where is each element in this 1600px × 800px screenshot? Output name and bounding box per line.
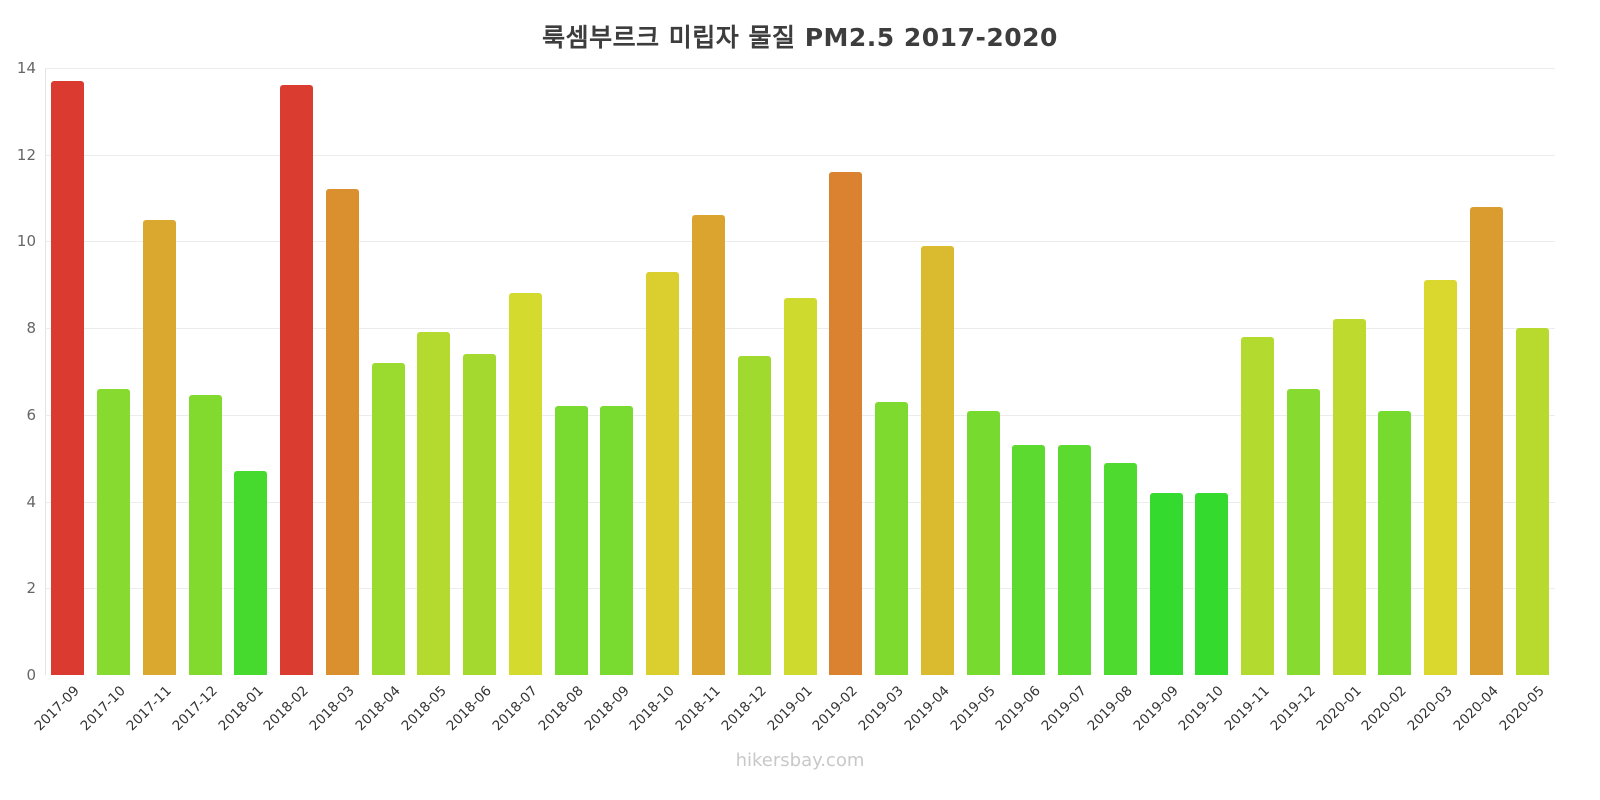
x-tick-label-2018-04: 2018-04 (352, 683, 404, 735)
bar-2018-10[interactable] (646, 271, 680, 675)
bar-2020-04[interactable] (1469, 206, 1503, 675)
chart-title: 룩셈부르크 미립자 물질 PM2.5 2017-2020 (542, 23, 1058, 52)
bar-2019-04[interactable] (920, 245, 954, 675)
bar-2019-12[interactable] (1286, 388, 1320, 675)
plot-area (45, 68, 1555, 675)
gridline-14 (45, 68, 1555, 69)
bar-2020-01[interactable] (1332, 319, 1366, 675)
x-tick-label-2017-09: 2017-09 (32, 683, 84, 735)
x-tick-label-2019-07: 2019-07 (1038, 683, 1090, 735)
bar-2018-01[interactable] (234, 471, 268, 675)
bar-2018-04[interactable] (371, 362, 405, 675)
x-tick-label-2020-04: 2020-04 (1450, 683, 1502, 735)
x-tick-label-2019-03: 2019-03 (855, 683, 907, 735)
bar-2020-05[interactable] (1515, 328, 1549, 675)
y-tick-label-10: 10 (16, 232, 36, 251)
bar-2018-12[interactable] (737, 356, 771, 675)
bar-2020-03[interactable] (1424, 280, 1458, 675)
bar-2019-05[interactable] (966, 410, 1000, 675)
x-tick-label-2020-05: 2020-05 (1496, 683, 1548, 735)
y-tick-label-2: 2 (26, 579, 36, 598)
x-tick-label-2019-11: 2019-11 (1221, 683, 1273, 735)
bar-2018-07[interactable] (508, 293, 542, 675)
y-tick-label-12: 12 (16, 145, 36, 164)
x-tick-label-2019-08: 2019-08 (1084, 683, 1136, 735)
bar-2019-07[interactable] (1058, 445, 1092, 675)
bar-2019-01[interactable] (783, 297, 817, 675)
bar-2018-05[interactable] (417, 332, 451, 675)
watermark-hikersbay: hikersbay.com (735, 750, 865, 771)
bar-2018-11[interactable] (691, 215, 725, 675)
x-tick-label-2018-07: 2018-07 (489, 683, 541, 735)
x-tick-label-2019-06: 2019-06 (992, 683, 1045, 735)
bar-2019-03[interactable] (875, 401, 908, 675)
x-tick-label-2018-11: 2018-11 (672, 683, 724, 735)
bar-2018-02[interactable] (280, 85, 314, 675)
x-tick-label-2018-12: 2018-12 (718, 683, 770, 735)
x-tick-label-2019-04: 2019-04 (901, 683, 953, 735)
bar-2018-03[interactable] (325, 189, 359, 675)
bar-2019-09[interactable] (1149, 492, 1183, 675)
bar-2017-09[interactable] (51, 81, 85, 675)
gridline-10 (45, 241, 1555, 243)
x-tick-label-2020-01: 2020-01 (1313, 683, 1365, 735)
bar-2017-11[interactable] (142, 219, 176, 675)
x-tick-label-2018-09: 2018-09 (581, 683, 633, 735)
bar-2018-06[interactable] (463, 354, 497, 675)
bar-2019-06[interactable] (1012, 445, 1046, 675)
x-tick-label-2020-03: 2020-03 (1404, 683, 1456, 735)
y-tick-label-6: 6 (26, 405, 36, 424)
x-tick-label-2020-02: 2020-02 (1358, 683, 1411, 735)
y-axis-line (45, 68, 46, 675)
y-tick-label-4: 4 (26, 492, 36, 511)
x-tick-label-2018-03: 2018-03 (306, 683, 358, 735)
bar-2017-10[interactable] (97, 388, 131, 675)
x-tick-label-2019-09: 2019-09 (1130, 683, 1182, 735)
x-tick-label-2018-08: 2018-08 (535, 683, 587, 735)
x-tick-label-2019-01: 2019-01 (764, 683, 816, 735)
x-tick-label-2018-06: 2018-06 (443, 683, 496, 735)
bar-2018-09[interactable] (600, 406, 634, 675)
x-tick-label-2019-10: 2019-10 (1175, 683, 1228, 735)
x-tick-label-2018-10: 2018-10 (626, 683, 679, 735)
bar-2019-10[interactable] (1195, 492, 1229, 675)
bar-2019-02[interactable] (829, 172, 863, 675)
y-tick-label-8: 8 (26, 319, 36, 338)
x-tick-label-2018-05: 2018-05 (398, 683, 450, 735)
x-tick-label-2018-02: 2018-02 (260, 683, 312, 735)
x-tick-label-2018-01: 2018-01 (215, 683, 267, 735)
bar-2017-12[interactable] (188, 395, 222, 675)
x-tick-label-2019-02: 2019-02 (809, 683, 862, 735)
x-tick-label-2019-12: 2019-12 (1267, 683, 1319, 735)
x-tick-label-2017-11: 2017-11 (123, 683, 175, 735)
bar-2019-11[interactable] (1241, 336, 1275, 675)
bar-2019-08[interactable] (1103, 462, 1137, 675)
y-tick-label-14: 14 (16, 59, 36, 77)
bar-2020-02[interactable] (1378, 410, 1412, 675)
x-tick-label-2017-12: 2017-12 (169, 683, 221, 735)
gridline-12 (45, 154, 1555, 156)
x-tick-label-2019-05: 2019-05 (947, 683, 999, 735)
x-tick-label-2017-10: 2017-10 (77, 683, 129, 735)
y-tick-label-0: 0 (26, 666, 36, 684)
bar-2018-08[interactable] (554, 406, 588, 675)
